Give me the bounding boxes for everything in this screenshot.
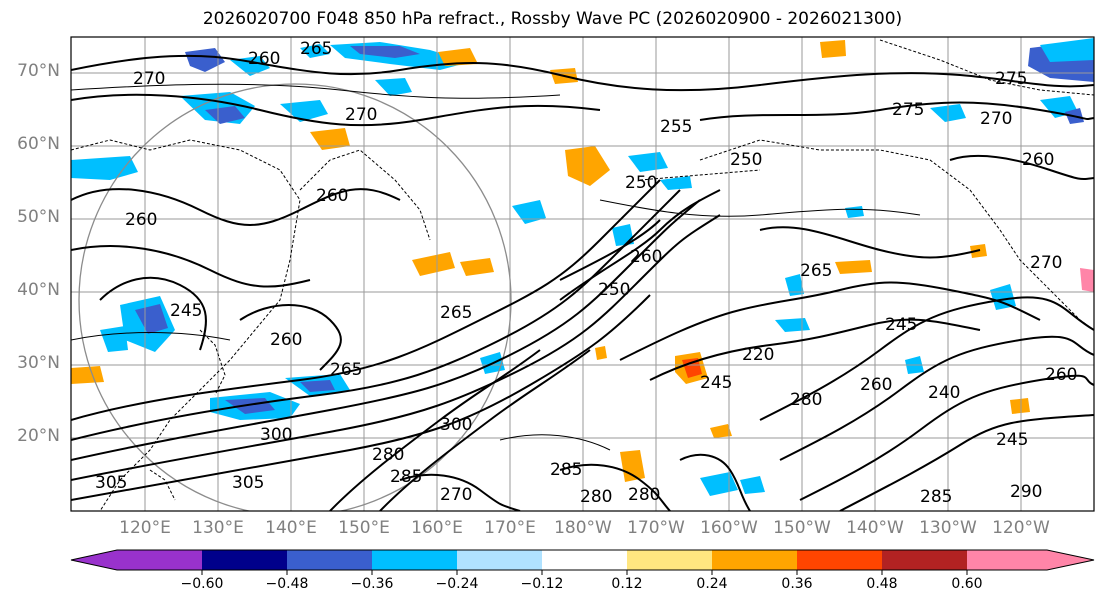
contour-label: 285 [550,460,582,480]
contour-label: 260 [630,247,662,267]
colorbar-tick-label: 0.48 [866,576,898,592]
graticule [71,37,1094,511]
lon-label-140w: 140°W [846,518,904,538]
contour-label: 265 [300,39,332,59]
lon-label-130w: 130°W [919,518,977,538]
shading-outlines [71,83,921,451]
colorbar-segment [457,550,543,570]
contour-label: 240 [928,383,960,403]
contour-label: 220 [742,345,774,365]
lon-label-150e: 150°E [338,518,390,538]
colorbar-tick-label: −0.24 [435,576,479,592]
lat-label-60n: 60°N [17,134,60,154]
lon-label-160e: 160°E [411,518,463,538]
contour-label: 260 [1022,150,1054,170]
lon-label-160w: 160°W [700,518,758,538]
contour-label: 305 [95,473,127,493]
refractivity-contours [71,54,1094,511]
lon-label-130e: 130°E [192,518,244,538]
colorbar-segment [967,550,1047,570]
contour-label: 270 [133,69,165,89]
contour-label: 245 [700,373,732,393]
colorbar-extend-low [71,550,117,570]
contour-label: 270 [440,485,472,505]
contour-label: 260 [316,186,348,206]
contour-label: 250 [625,173,657,193]
contour-label: 305 [232,473,264,493]
colorbar-segment [627,550,713,570]
lon-label-120w: 120°W [992,518,1050,538]
colorbar [70,549,1095,575]
lat-label-70n: 70°N [17,61,60,81]
contour-label: 265 [440,303,472,323]
colorbar-tick-label: −0.12 [520,576,564,592]
map-plot-area: 260 265 270 270 275 270 260 260 260 255 … [71,37,1094,511]
contour-label: 245 [885,315,917,335]
contour-label: 280 [372,445,404,465]
contour-label: 300 [260,425,292,445]
contour-label: 250 [598,280,630,300]
contour-label: 260 [860,375,892,395]
contour-label: 245 [170,301,202,321]
colorbar-segment [882,550,968,570]
lon-label-170w: 170°W [627,518,685,538]
map-frame [70,36,1095,512]
lat-label-20n: 20°N [17,426,60,446]
lon-label-170e: 170°E [484,518,536,538]
lat-label-50n: 50°N [17,207,60,227]
colorbar-tick-label: −0.48 [265,576,309,592]
colorbar-segment [542,550,628,570]
contour-label: 280 [790,390,822,410]
lat-label-30n: 30°N [17,353,60,373]
colorbar-segment [372,550,458,570]
contour-label: 270 [980,109,1012,129]
contour-label: 285 [390,467,422,487]
contour-label: 265 [800,261,832,281]
contour-label: 280 [628,485,660,505]
colorbar-tick-label: −0.36 [350,576,394,592]
contour-label: 260 [270,330,302,350]
contour-label: 245 [996,430,1028,450]
colorbar-tick-label: 0.12 [611,576,643,592]
colorbar-segment [117,550,203,570]
contour-label: 280 [580,487,612,507]
lon-label-120e: 120°E [119,518,171,538]
colorbar-segment [797,550,883,570]
contour-label: 250 [730,150,762,170]
colorbar-extend-high [1047,550,1094,570]
contour-label: 300 [440,415,472,435]
map-title: 2026020700 F048 850 hPa refract., Rossby… [202,9,903,29]
contour-label: 255 [660,117,692,137]
colorbar-segment [287,550,373,570]
contour-label: 275 [995,69,1027,89]
contour-label: 270 [345,105,377,125]
lon-label-140e: 140°E [265,518,317,538]
anomaly-shading [71,38,1094,496]
contour-labels: 260 265 270 270 275 270 260 260 260 255 … [95,39,1077,507]
lat-label-40n: 40°N [17,280,60,300]
contour-label: 260 [248,49,280,69]
coastlines [71,39,1094,511]
contour-label: 290 [1010,482,1042,502]
colorbar-tick-label: −0.60 [180,576,224,592]
contour-label: 275 [892,100,924,120]
colorbar-tick-label: 0.24 [696,576,728,592]
contour-label: 285 [920,487,952,507]
contour-label: 265 [330,360,362,380]
colorbar-segment [712,550,798,570]
contour-label: 260 [1045,365,1077,385]
lon-label-150w: 150°W [773,518,831,538]
colorbar-tick-label: 0.36 [781,576,813,592]
contour-label: 270 [1030,253,1062,273]
contour-label: 260 [125,210,157,230]
colorbar-segment [202,550,288,570]
colorbar-tick-label: 0.60 [951,576,983,592]
lon-label-180w: 180°W [554,518,612,538]
